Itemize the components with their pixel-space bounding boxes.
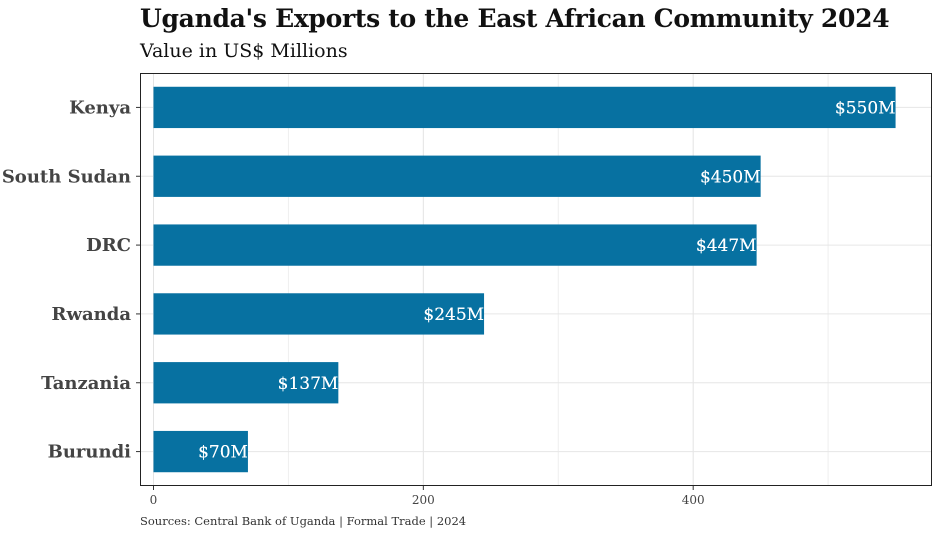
chart-title: Uganda's Exports to the East African Com…	[140, 4, 890, 33]
x-tick-label: 200	[412, 493, 435, 507]
bar-south-sudan	[153, 155, 761, 197]
x-tick-labels: 0 200 400	[150, 486, 705, 507]
x-tick-label: 400	[682, 493, 705, 507]
data-label-outline: $450M	[700, 167, 761, 187]
category-label: Kenya	[69, 97, 131, 118]
chart-subtitle: Value in US$ Millions	[140, 40, 348, 62]
plot-panel-border	[140, 73, 932, 486]
data-label: $245M	[423, 305, 484, 325]
data-label: $70M	[198, 443, 248, 463]
data-label: $450M	[700, 167, 761, 187]
data-label: $550M	[835, 98, 896, 118]
grid-lines	[140, 73, 932, 486]
category-labels: Kenya South Sudan DRC Rwanda Tanzania Burundi	[2, 97, 140, 463]
bar-drc	[153, 224, 757, 266]
bar-kenya	[153, 86, 896, 129]
bar-burundi	[153, 430, 248, 473]
category-label: South Sudan	[2, 166, 131, 187]
data-label-outline: $550M	[835, 98, 896, 118]
data-label-outline: $245M	[423, 305, 484, 325]
category-label: Rwanda	[52, 304, 132, 325]
data-label-outline: $137M	[278, 374, 339, 394]
category-label: Tanzania	[41, 373, 131, 394]
data-label: $447M	[696, 236, 757, 256]
data-label-outline: $447M	[696, 236, 757, 256]
category-label: Burundi	[48, 442, 132, 463]
x-tick-label: 0	[150, 493, 158, 507]
category-label: DRC	[86, 235, 131, 256]
data-labels: $550M$550M$450M$450M$447M$447M$245M$245M…	[198, 98, 895, 462]
bars	[153, 86, 896, 473]
bar-tanzania	[153, 362, 339, 404]
data-label-outline: $70M	[198, 443, 248, 463]
data-label: $137M	[278, 374, 339, 394]
chart-caption: Sources: Central Bank of Uganda | Formal…	[140, 514, 467, 528]
bar-rwanda	[153, 293, 485, 335]
